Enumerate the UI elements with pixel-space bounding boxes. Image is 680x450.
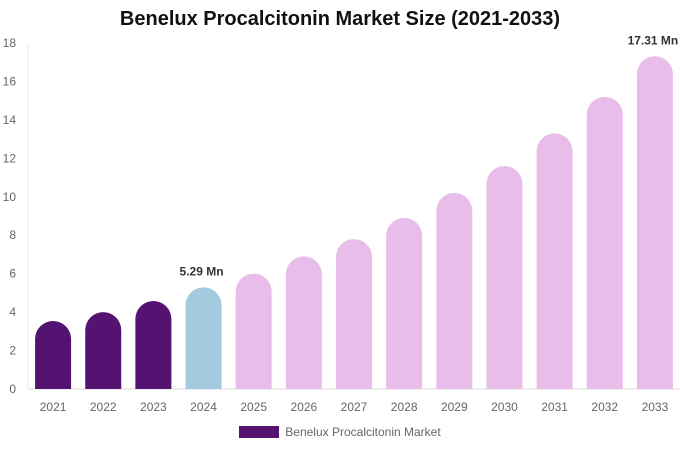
y-tick-label: 14 <box>3 113 17 127</box>
x-tick-label: 2024 <box>190 400 217 414</box>
bar-2022[interactable] <box>85 312 122 389</box>
x-tick-label: 2033 <box>642 400 669 414</box>
y-tick-label: 0 <box>9 382 16 396</box>
y-tick-label: 16 <box>3 74 17 88</box>
y-tick-label: 6 <box>9 267 16 281</box>
bar-2033[interactable] <box>636 56 673 389</box>
bar-2028[interactable] <box>386 217 423 389</box>
chart-title: Benelux Procalcitonin Market Size (2021-… <box>119 8 561 30</box>
data-label: 17.31 Mn <box>628 33 679 47</box>
x-tick-label: 2032 <box>591 400 618 414</box>
y-tick-label: 2 <box>9 344 16 358</box>
x-tick-label: 2022 <box>90 400 117 414</box>
bar-2031[interactable] <box>536 133 573 389</box>
x-tick-label: 2026 <box>290 400 317 414</box>
bar-2030[interactable] <box>486 166 523 389</box>
x-tick-label: 2029 <box>441 400 468 414</box>
x-tick-label: 2027 <box>341 400 368 414</box>
y-tick-label: 8 <box>9 228 16 242</box>
y-tick-label: 18 <box>3 36 17 50</box>
bar-2023[interactable] <box>135 300 172 389</box>
bar-2032[interactable] <box>586 96 623 390</box>
x-tick-label: 2028 <box>391 400 418 414</box>
bar-2026[interactable] <box>285 256 322 389</box>
y-tick-label: 4 <box>9 305 16 319</box>
data-label: 5.29 Mn <box>180 264 224 278</box>
x-tick-label: 2031 <box>541 400 568 414</box>
y-tick-label: 12 <box>3 151 17 165</box>
bar-2029[interactable] <box>436 192 473 389</box>
legend: Benelux Procalcitonin Market <box>0 425 680 439</box>
x-tick-label: 2025 <box>240 400 267 414</box>
legend-swatch <box>239 426 280 438</box>
bar-2024[interactable] <box>185 287 222 389</box>
legend-label[interactable]: Benelux Procalcitonin Market <box>285 425 441 439</box>
y-tick-label: 10 <box>3 190 17 204</box>
bar-2021[interactable] <box>35 320 72 389</box>
x-tick-label: 2023 <box>140 400 167 414</box>
bar-2025[interactable] <box>235 273 272 389</box>
bar-2027[interactable] <box>336 239 372 389</box>
x-tick-label: 2021 <box>40 400 67 414</box>
x-tick-label: 2030 <box>491 400 518 414</box>
